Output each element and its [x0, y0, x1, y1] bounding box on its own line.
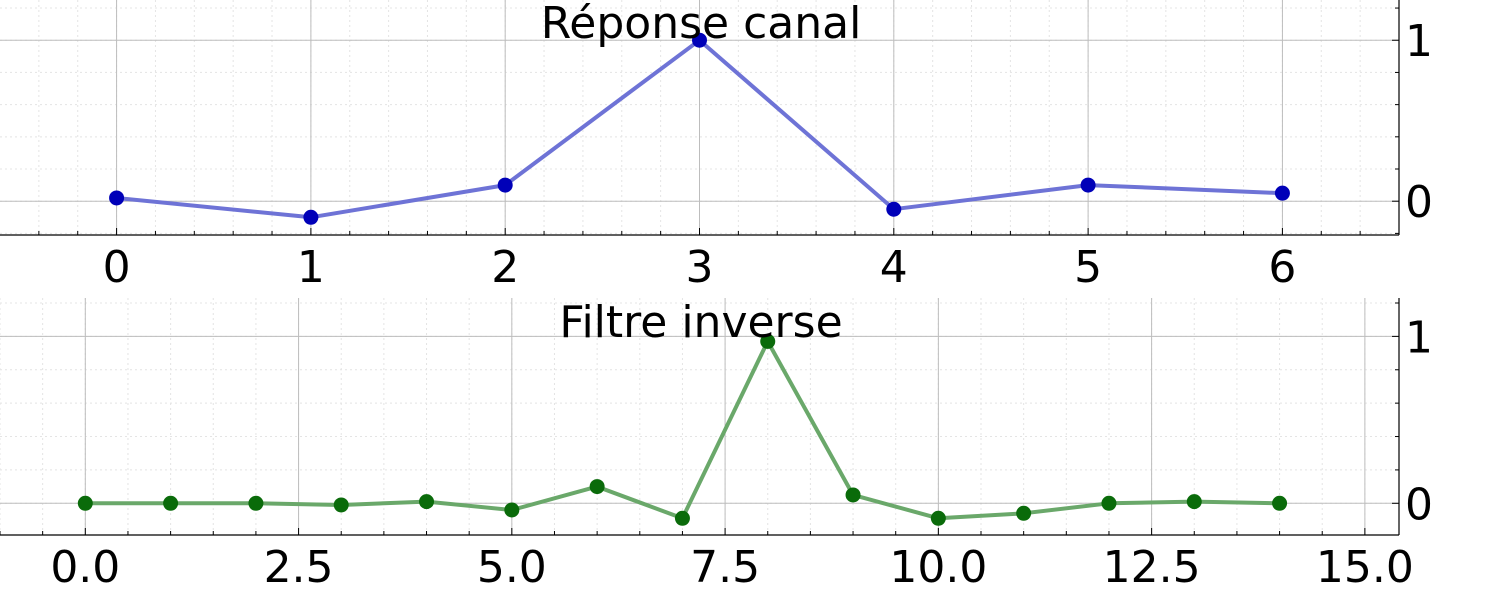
y-tick-label: 0	[1405, 177, 1433, 228]
data-point	[674, 510, 690, 526]
data-point	[109, 190, 125, 206]
data-point	[930, 510, 946, 526]
axes	[0, 298, 1400, 536]
data-point	[163, 495, 179, 511]
data-point	[1272, 495, 1288, 511]
tick-labels: 0 1 2 3 4 5 6 0 1	[103, 16, 1433, 293]
y-tick-label: 0	[1405, 479, 1433, 530]
data-point	[886, 201, 902, 217]
x-tick-label: 2	[491, 242, 519, 293]
tick-labels: 0.0 2.5 5.0 7.5 10.0 12.5 15.0 0 1	[50, 312, 1433, 593]
x-tick-label: 10.0	[889, 542, 987, 593]
chart-title: Réponse canal	[541, 0, 862, 49]
data-point	[692, 32, 707, 48]
chart-title: Filtre inverse	[559, 297, 842, 348]
data-point	[77, 495, 93, 511]
series-group	[109, 32, 1290, 225]
x-tick-label: 15.0	[1316, 542, 1414, 593]
x-tick-label: 12.5	[1103, 542, 1201, 593]
x-tick-label: 6	[1268, 242, 1296, 293]
data-point	[1080, 177, 1096, 193]
data-point	[1274, 185, 1290, 201]
series-group	[77, 333, 1288, 526]
x-tick-label: 0	[103, 242, 131, 293]
data-point	[845, 487, 861, 503]
data-point	[333, 497, 349, 513]
x-tick-label: 2.5	[264, 542, 334, 593]
data-point	[303, 209, 319, 225]
data-point	[1101, 495, 1117, 511]
x-tick-label: 5	[1074, 242, 1102, 293]
x-tick-label: 4	[880, 242, 908, 293]
data-point	[760, 333, 776, 349]
channel-response-chart: 0 1 2 3 4 5 6 0 1 Réponse canal	[0, 0, 1433, 293]
x-tick-label: 1	[297, 242, 325, 293]
data-point	[1186, 494, 1202, 510]
data-point	[589, 479, 605, 495]
x-tick-label: 5.0	[477, 542, 547, 593]
x-tick-label: 0.0	[50, 542, 120, 593]
axes	[0, 0, 1400, 236]
data-point	[497, 177, 513, 193]
data-point	[1016, 505, 1032, 521]
data-point	[419, 494, 435, 510]
data-point	[504, 502, 520, 518]
x-tick-label: 7.5	[690, 542, 760, 593]
y-tick-label: 1	[1405, 16, 1433, 67]
inverse-filter-chart: 0.0 2.5 5.0 7.5 10.0 12.5 15.0 0 1 Filtre invers…	[0, 297, 1433, 593]
data-point	[248, 495, 264, 511]
y-tick-label: 1	[1405, 312, 1433, 363]
x-tick-label: 3	[686, 242, 714, 293]
